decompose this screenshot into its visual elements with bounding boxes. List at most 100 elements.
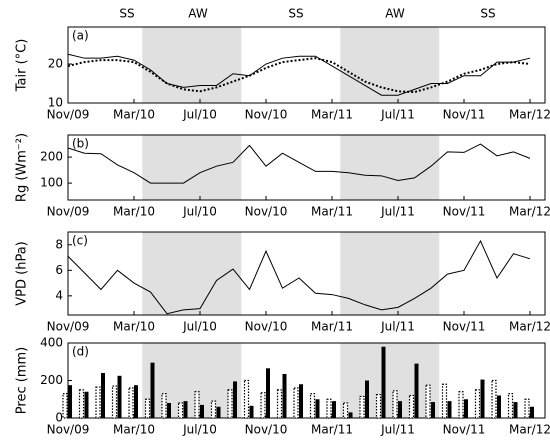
bar (216, 406, 221, 418)
x-tick-label: Mar/10 (113, 108, 155, 122)
bar (177, 402, 184, 419)
bar (458, 391, 464, 419)
bar (249, 405, 254, 418)
shaded-period (340, 343, 440, 418)
y-axis-label: VPD (hPa) (15, 241, 30, 305)
bar (309, 393, 316, 419)
panel-label: (b) (72, 137, 89, 151)
bar (111, 385, 118, 419)
bar (200, 404, 204, 418)
shaded-period (142, 343, 242, 418)
bar (62, 393, 68, 419)
x-tick-label: Jul/10 (182, 205, 217, 219)
x-tick-label: Nov/09 (47, 423, 90, 437)
x-tick-label: Mar/11 (311, 423, 353, 437)
bar (441, 383, 448, 419)
data-line (67, 53, 531, 96)
x-tick-label: Jul/11 (380, 423, 415, 437)
x-tick-label: Nov/11 (443, 108, 486, 122)
x-tick-label: Nov/11 (443, 205, 486, 219)
bar (144, 398, 151, 419)
shaded-period (340, 232, 440, 315)
bar (95, 386, 101, 419)
x-tick-label: Nov/10 (245, 423, 288, 437)
bar (332, 401, 336, 418)
bar (276, 389, 283, 419)
y-tick-label: 20 (48, 57, 63, 71)
y-axis-label: Prec (mm) (15, 347, 30, 414)
bar (282, 373, 287, 418)
bar (480, 379, 485, 418)
shaded-period (340, 27, 440, 103)
x-tick-label: Nov/10 (245, 108, 288, 122)
season-label: AW (188, 7, 208, 21)
x-tick-label: Mar/11 (311, 205, 353, 219)
bar (491, 379, 497, 419)
bar (398, 401, 402, 418)
bar (117, 375, 122, 418)
x-tick-label: Nov/11 (443, 320, 486, 334)
y-tick-label: 10 (48, 96, 63, 110)
bar (365, 380, 369, 418)
bar (414, 363, 419, 418)
x-tick-label: Mar/11 (311, 108, 353, 122)
season-label: AW (385, 7, 405, 21)
shaded-period (142, 232, 242, 315)
x-tick-label: Jul/11 (380, 320, 415, 334)
bar (78, 389, 85, 419)
bar (299, 384, 303, 418)
bar (315, 399, 320, 418)
panel-label: (c) (72, 234, 88, 248)
bar (161, 393, 167, 419)
panel-label: (d) (72, 345, 89, 359)
data-line (67, 239, 531, 315)
bar (359, 395, 365, 419)
y-tick-label: 6 (55, 263, 63, 277)
y-tick-label: 200 (40, 373, 63, 387)
bar (243, 379, 250, 419)
y-axis-label: Tair (°C) (15, 39, 30, 93)
bar (194, 391, 200, 419)
x-tick-label: Mar/12 (509, 205, 550, 219)
plot-frame (67, 231, 546, 316)
y-tick-label: 200 (40, 150, 63, 164)
bar (266, 368, 270, 418)
bar (431, 402, 435, 418)
season-label: SS (288, 7, 303, 21)
bar (227, 389, 233, 419)
bar (375, 393, 382, 419)
bar (183, 401, 188, 418)
bar (101, 373, 105, 418)
data-line (67, 57, 531, 94)
bar (408, 394, 415, 419)
bar (474, 389, 481, 419)
x-tick-label: Mar/12 (509, 423, 550, 437)
season-label: SS (480, 7, 495, 21)
shaded-period (142, 135, 242, 200)
bar (293, 387, 299, 419)
bar (68, 385, 72, 418)
x-tick-label: Mar/10 (113, 423, 155, 437)
y-tick-label: 8 (55, 237, 63, 251)
plot-frame (67, 134, 546, 201)
x-tick-label: Mar/10 (113, 205, 155, 219)
bar (425, 384, 431, 419)
bar (392, 390, 398, 419)
bar (381, 346, 386, 418)
bar (447, 401, 452, 418)
y-tick-label: 400 (40, 336, 63, 350)
bar (167, 403, 171, 418)
x-tick-label: Jul/10 (182, 320, 217, 334)
x-tick-label: Nov/10 (245, 205, 288, 219)
x-tick-label: Mar/12 (509, 320, 550, 334)
shaded-period (142, 27, 242, 103)
bar (342, 402, 349, 419)
bar (513, 402, 518, 418)
x-tick-label: Nov/11 (443, 423, 486, 437)
data-line (67, 143, 531, 184)
panel-label: (a) (72, 29, 89, 43)
bar (348, 412, 353, 418)
bar (524, 398, 530, 419)
bar (530, 406, 534, 418)
x-tick-label: Nov/09 (47, 205, 90, 219)
